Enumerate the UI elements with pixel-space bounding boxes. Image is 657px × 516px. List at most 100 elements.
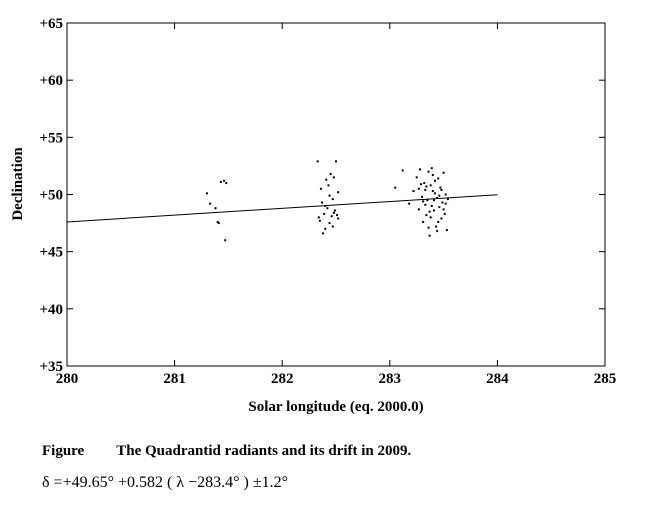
data-point: [412, 190, 415, 193]
data-point: [431, 190, 434, 193]
data-point: [437, 220, 440, 223]
y-axis-ticks: +35 +40 +45 +50 +55 +60 +65: [39, 16, 605, 375]
data-point: [317, 216, 320, 219]
data-point: [423, 182, 426, 185]
data-point: [325, 178, 328, 181]
data-point: [332, 211, 335, 214]
data-point: [323, 212, 326, 215]
data-point: [442, 208, 445, 211]
x-axis-ticks: 280 281 282 283 284 285: [56, 23, 617, 387]
caption-text: The Quadrantid radiants and its drift in…: [116, 443, 412, 459]
data-point: [333, 209, 336, 212]
data-point: [435, 225, 438, 228]
data-point: [433, 192, 436, 195]
data-point: [417, 187, 420, 190]
data-point: [424, 203, 427, 206]
data-point: [431, 174, 434, 177]
data-point: [438, 206, 441, 209]
data-point: [441, 201, 444, 204]
data-point: [417, 208, 420, 211]
data-point: [445, 228, 448, 231]
data-point: [401, 169, 404, 172]
drift-formula: δ =+49.65° +0.582 ( λ −283.4° ) ±1.2°: [42, 474, 289, 491]
data-point: [331, 225, 334, 228]
caption-label: Figure: [42, 443, 85, 459]
data-point: [427, 226, 430, 229]
y-tick-label: +65: [39, 16, 63, 32]
data-point: [426, 199, 429, 202]
x-tick-label: 283: [379, 371, 402, 387]
data-point: [415, 176, 418, 179]
data-point: [428, 234, 431, 237]
data-point: [326, 207, 329, 210]
data-point: [337, 191, 340, 194]
data-point: [322, 232, 325, 235]
scatter-chart: +35 +40 +45 +50 +55 +60 +65 280 281 282 283 284 285…: [10, 16, 617, 415]
x-tick-label: 282: [271, 371, 294, 387]
y-axis-title: Declination: [10, 147, 26, 221]
data-point: [205, 192, 208, 195]
data-point: [430, 204, 433, 207]
data-point: [439, 186, 442, 189]
data-point: [217, 222, 220, 225]
data-point: [432, 209, 435, 212]
data-point: [420, 183, 423, 186]
y-tick-label: +35: [39, 359, 63, 375]
data-point: [209, 202, 212, 205]
data-point: [319, 187, 322, 190]
data-point: [446, 198, 449, 201]
data-point: [430, 167, 433, 170]
data-point: [421, 195, 424, 198]
data-point: [425, 214, 428, 217]
data-point: [328, 194, 331, 197]
data-point: [433, 179, 436, 182]
data-point: [422, 220, 425, 223]
data-point: [337, 217, 340, 220]
data-point: [440, 188, 443, 191]
data-point: [316, 160, 319, 163]
data-point: [429, 216, 432, 219]
data-point: [328, 222, 331, 225]
data-point: [440, 217, 443, 220]
x-tick-label: 284: [486, 371, 509, 387]
data-point: [335, 160, 337, 163]
data-point: [224, 239, 227, 242]
data-point: [330, 215, 333, 218]
data-point: [425, 185, 428, 188]
data-point: [225, 182, 228, 185]
data-point: [424, 188, 427, 191]
data-point: [324, 227, 327, 230]
y-tick-label: +50: [39, 188, 63, 204]
data-point: [432, 199, 435, 202]
data-point: [427, 170, 430, 173]
data-point: [332, 176, 335, 179]
data-point: [223, 179, 226, 182]
data-point: [438, 194, 441, 197]
data-point: [444, 193, 447, 196]
data-point: [219, 180, 222, 183]
figure-caption: Figure The Quadrantid radiants and its dr…: [42, 443, 411, 460]
x-tick-label: 285: [594, 371, 617, 387]
data-point: [331, 198, 334, 201]
data-point: [444, 202, 447, 205]
data-point: [318, 219, 321, 222]
x-axis-title: Solar longitude (eq. 2000.0): [248, 399, 423, 415]
plot-area: [66, 22, 606, 367]
x-tick-label: 281: [163, 371, 186, 387]
data-point: [443, 212, 446, 215]
data-point: [436, 230, 439, 233]
data-point: [429, 184, 432, 187]
y-tick-label: +60: [39, 73, 63, 89]
data-point: [216, 220, 219, 223]
data-point: [336, 214, 339, 217]
data-point: [329, 172, 332, 175]
data-point: [408, 202, 411, 205]
y-tick-label: +45: [39, 245, 63, 261]
y-tick-label: +40: [39, 302, 63, 318]
x-tick-label: 280: [56, 371, 79, 387]
regression-line: [66, 194, 498, 223]
data-point: [394, 186, 397, 189]
data-point: [214, 207, 217, 210]
data-point: [428, 210, 431, 213]
data-point: [418, 168, 421, 171]
